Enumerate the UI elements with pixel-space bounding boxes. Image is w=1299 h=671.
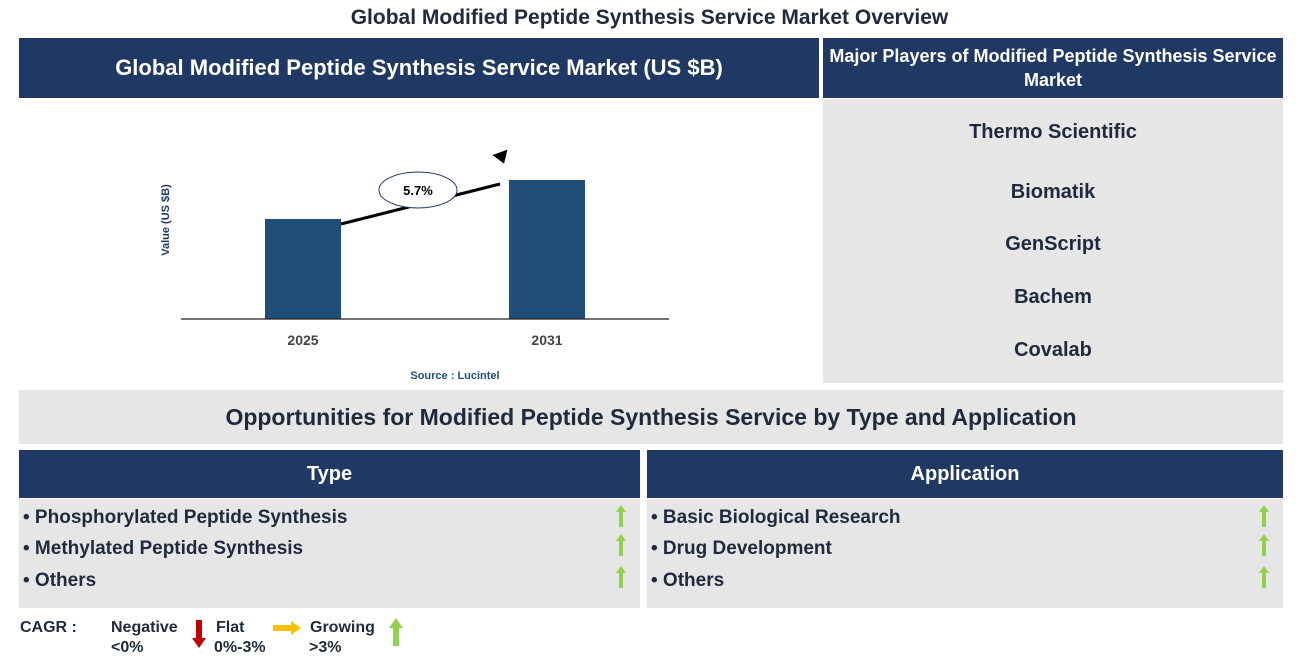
growing-arrow-icon <box>1259 566 1269 588</box>
type-item: • Others <box>23 570 97 591</box>
legend-growing: Growing <box>310 619 375 636</box>
growing-arrow-icon <box>1259 505 1269 527</box>
application-item: • Others <box>651 570 725 591</box>
legend-label: CAGR : <box>20 619 77 636</box>
application-header: Application <box>647 450 1283 498</box>
bar-2025 <box>265 219 341 319</box>
negative-arrow-icon <box>192 620 206 648</box>
player-item: Thermo Scientific <box>969 121 1137 143</box>
opportunities-heading: Opportunities for Modified Peptide Synth… <box>19 390 1283 444</box>
player-item: Biomatik <box>1010 181 1096 203</box>
cagr-bubble <box>378 171 458 209</box>
growing-arrow-icon <box>389 618 403 646</box>
type-list: • Phosphorylated Peptide Synthesis • Met… <box>19 499 640 608</box>
cagr-label: 5.7% <box>403 183 433 198</box>
legend-negative-range: <0% <box>111 639 144 656</box>
growing-arrow-icon <box>616 505 626 527</box>
cagr-arrowhead <box>492 149 508 164</box>
application-list: • Basic Biological Research • Drug Devel… <box>647 499 1283 608</box>
type-header: Type <box>19 450 640 498</box>
x-tick-label: 2031 <box>531 332 562 348</box>
x-tick-label: 2025 <box>287 332 318 348</box>
players-list: Thermo Scientific Biomatik GenScript Bac… <box>823 99 1283 383</box>
cagr-legend: CAGR : Negative <0% Flat 0%-3% Growing >… <box>19 618 439 663</box>
growing-arrow-icon <box>616 566 626 588</box>
market-bar-chart: 2025 2031 5.7% Value (US $B) Source : Lucint… <box>160 149 669 382</box>
legend-flat-range: 0%-3% <box>214 639 266 656</box>
type-item: • Phosphorylated Peptide Synthesis <box>23 507 348 528</box>
growing-arrow-icon <box>1259 534 1269 556</box>
application-item: • Drug Development <box>651 538 832 559</box>
chart-header: Global Modified Peptide Synthesis Servic… <box>19 38 819 98</box>
player-item: Bachem <box>1014 286 1092 308</box>
application-item: • Basic Biological Research <box>651 507 901 528</box>
legend-negative: Negative <box>111 619 178 636</box>
player-item: Covalab <box>1014 339 1092 361</box>
flat-arrow-icon <box>273 621 301 635</box>
bar-2031 <box>509 180 585 319</box>
y-axis-label: Value (US $B) <box>160 184 172 256</box>
page-title: Global Modified Peptide Synthesis Servic… <box>350 6 949 29</box>
source-label: Source : Lucintel <box>410 370 499 382</box>
players-header: Major Players of Modified Peptide Synthe… <box>823 38 1283 98</box>
type-item: • Methylated Peptide Synthesis <box>23 538 304 559</box>
growing-arrow-icon <box>616 534 626 556</box>
legend-flat: Flat <box>216 619 245 636</box>
player-item: GenScript <box>1005 233 1101 255</box>
legend-growing-range: >3% <box>309 639 342 656</box>
